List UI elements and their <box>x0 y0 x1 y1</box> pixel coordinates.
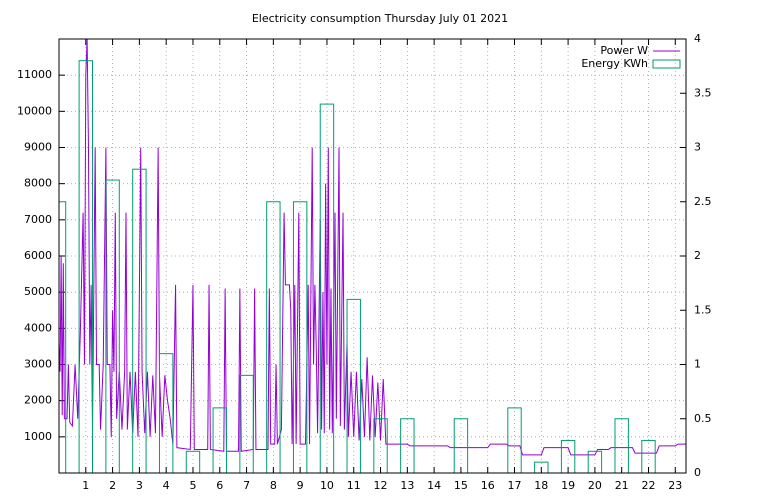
x-tick-label: 6 <box>216 479 223 492</box>
y-tick-label: 8000 <box>24 177 52 190</box>
legend-swatch <box>652 59 681 69</box>
legend-label: Power W <box>600 44 648 57</box>
legend-label: Energy KWh <box>581 57 648 70</box>
y2-tick-label: 1 <box>694 358 701 371</box>
x-tick-label: 14 <box>427 479 441 492</box>
energy-box <box>239 374 254 473</box>
x-tick-label: 17 <box>508 479 522 492</box>
x-tick-label: 5 <box>189 479 196 492</box>
energy-box <box>400 418 415 473</box>
y-tick-label: 6000 <box>24 249 52 262</box>
y2-tick-label: 3.5 <box>694 86 712 99</box>
x-tick-label: 8 <box>270 479 277 492</box>
x-tick-label: 11 <box>347 479 361 492</box>
x-tick-label: 3 <box>136 479 143 492</box>
x-tick-label: 21 <box>615 479 629 492</box>
x-tick-label: 18 <box>534 479 548 492</box>
power-line <box>59 39 686 456</box>
y2-tick-label: 2.5 <box>694 195 712 208</box>
energy-box <box>266 201 281 473</box>
y2-tick-label: 0 <box>694 466 701 479</box>
y2-tick-label: 2 <box>694 249 701 262</box>
x-tick-label: 9 <box>297 479 304 492</box>
y2-tick-label: 0.5 <box>694 412 712 425</box>
plot-border <box>58 38 687 474</box>
y-tick-label: 3000 <box>24 358 52 371</box>
y-tick-label: 4000 <box>24 321 52 334</box>
energy-box <box>373 418 388 473</box>
energy-box <box>346 298 361 473</box>
y2-tick-label: 4 <box>694 32 701 45</box>
energy-box <box>59 201 67 473</box>
chart-title: Electricity consumption Thursday July 01… <box>252 12 508 25</box>
energy-box <box>614 418 629 473</box>
energy-box <box>560 439 576 473</box>
y2-tick-label: 1.5 <box>694 303 712 316</box>
y-tick-label: 11000 <box>17 68 52 81</box>
x-tick-label: 12 <box>374 479 388 492</box>
x-tick-label: 15 <box>454 479 468 492</box>
x-tick-label: 23 <box>668 479 682 492</box>
energy-box <box>292 201 308 473</box>
y2-tick-label: 3 <box>694 141 701 154</box>
energy-box <box>105 179 120 473</box>
y-tick-label: 5000 <box>24 285 52 298</box>
x-tick-label: 16 <box>481 479 495 492</box>
x-tick-label: 7 <box>243 479 250 492</box>
y-tick-label: 1000 <box>24 430 52 443</box>
x-tick-label: 13 <box>400 479 414 492</box>
x-tick-label: 1 <box>82 479 89 492</box>
x-tick-label: 19 <box>561 479 575 492</box>
energy-box <box>641 439 656 473</box>
x-tick-label: 10 <box>320 479 334 492</box>
y-tick-label: 9000 <box>24 141 52 154</box>
x-tick-label: 2 <box>109 479 116 492</box>
y-tick-label: 7000 <box>24 213 52 226</box>
energy-box <box>453 418 469 473</box>
x-tick-label: 22 <box>641 479 655 492</box>
y-tick-label: 10000 <box>17 104 52 117</box>
x-tick-label: 20 <box>588 479 602 492</box>
x-tick-label: 4 <box>163 479 170 492</box>
y-tick-label: 2000 <box>24 394 52 407</box>
